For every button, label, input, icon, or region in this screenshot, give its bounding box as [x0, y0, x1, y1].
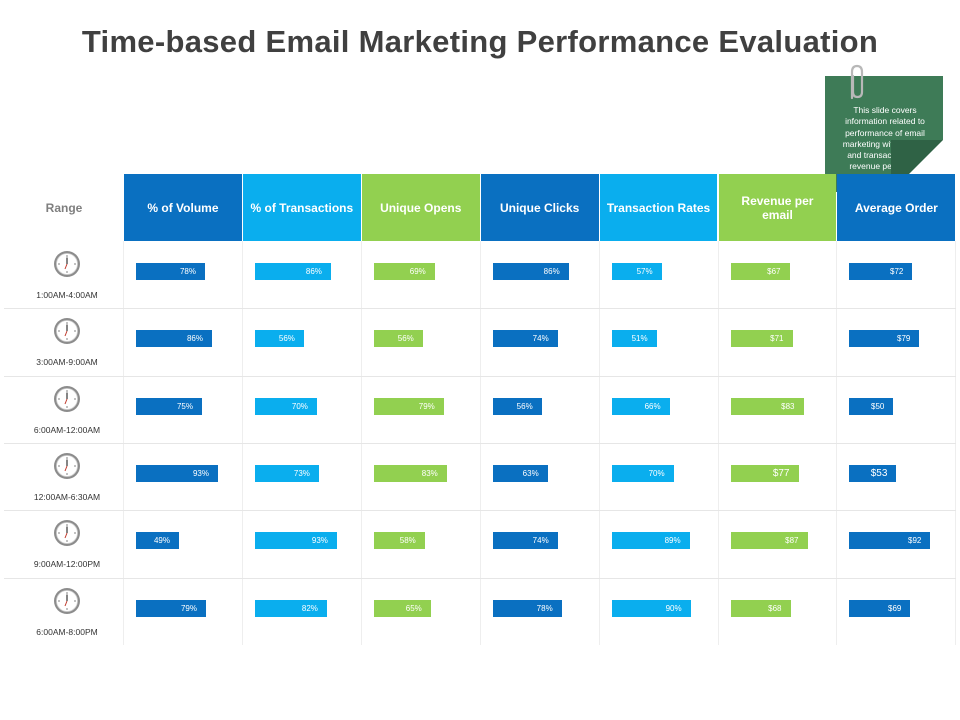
header-volume: % of Volume — [124, 174, 242, 241]
bar-rates: 57% — [611, 263, 662, 280]
row-divider — [4, 577, 956, 579]
bar-clicks: 86% — [492, 263, 569, 280]
bar-revenue: $68 — [730, 599, 791, 617]
row-divider — [4, 375, 956, 377]
bar-order: $72 — [849, 263, 913, 280]
bar-revenue: $71 — [730, 330, 793, 348]
bar-transactions: 82% — [254, 599, 327, 617]
bar-clicks: 78% — [492, 599, 562, 617]
header-rates: Transaction Rates — [599, 174, 718, 241]
bar-volume: 78% — [136, 263, 205, 280]
bar-clicks: 63% — [492, 464, 548, 482]
bar-clicks: 56% — [492, 397, 542, 415]
bar-revenue: $67 — [730, 263, 790, 280]
bar-transactions: 73% — [254, 464, 319, 482]
bar-volume: 86% — [136, 330, 212, 348]
header-transactions: % of Transactions — [242, 174, 361, 241]
range-label: 9:00AM-12:00PM — [33, 559, 101, 570]
bar-opens: 56% — [373, 330, 423, 348]
bar-volume: 49% — [136, 532, 179, 550]
bar-rates: 70% — [611, 464, 674, 482]
header-revenue: Revenue per email — [718, 174, 837, 241]
bar-opens: 69% — [373, 263, 435, 280]
header-clicks: Unique Clicks — [480, 174, 599, 241]
row-divider — [4, 442, 956, 444]
clock-icon — [54, 587, 80, 614]
bar-transactions: 86% — [254, 263, 331, 280]
range-label: 1:00AM-4:00AM — [36, 290, 98, 300]
range-column-header: Range — [45, 200, 83, 215]
paperclip-icon — [850, 64, 864, 100]
bar-order: $79 — [849, 330, 920, 348]
bar-opens: 83% — [373, 464, 447, 482]
bar-rates: 90% — [611, 599, 691, 617]
header-order: Average Order — [837, 174, 956, 241]
bar-rates: 66% — [611, 397, 670, 415]
clock-icon — [54, 251, 80, 277]
bar-opens: 58% — [373, 532, 425, 550]
bar-clicks: 74% — [492, 532, 558, 550]
bar-opens: 65% — [373, 599, 431, 617]
bar-volume: 75% — [136, 397, 202, 415]
bar-transactions: 70% — [254, 397, 317, 415]
bar-revenue: $83 — [730, 397, 804, 415]
bar-volume: 79% — [136, 599, 206, 617]
clock-icon — [54, 318, 80, 345]
clock-icon — [54, 452, 80, 479]
bar-revenue: $77 — [730, 464, 799, 482]
bar-rates: 51% — [611, 330, 657, 348]
bar-order: $50 — [849, 397, 894, 415]
row-divider — [4, 510, 956, 512]
bar-order: $69 — [849, 599, 911, 617]
range-label: 6:00AM-12:00AM — [33, 424, 101, 435]
bar-clicks: 74% — [492, 330, 558, 348]
bar-opens: 79% — [373, 397, 444, 415]
clock-icon — [54, 385, 80, 412]
range-label: 6:00AM-8:00PM — [36, 626, 98, 637]
bar-transactions: 93% — [254, 532, 337, 550]
bar-volume: 93% — [136, 464, 218, 482]
note-text: This slide covers information related to… — [842, 105, 928, 172]
clock-icon — [54, 520, 80, 547]
range-label: 3:00AM-9:00AM — [36, 357, 98, 368]
bar-revenue: $87 — [730, 532, 808, 550]
bar-rates: 89% — [611, 532, 690, 550]
range-label: 12:00AM-6:30AM — [33, 491, 101, 502]
bar-transactions: 56% — [254, 330, 304, 348]
bar-order: $92 — [849, 532, 931, 550]
page-title: Time-based Email Marketing Performance E… — [81, 24, 879, 59]
row-divider — [4, 308, 956, 310]
header-opens: Unique Opens — [361, 174, 480, 241]
bar-order: $53 — [849, 464, 897, 482]
